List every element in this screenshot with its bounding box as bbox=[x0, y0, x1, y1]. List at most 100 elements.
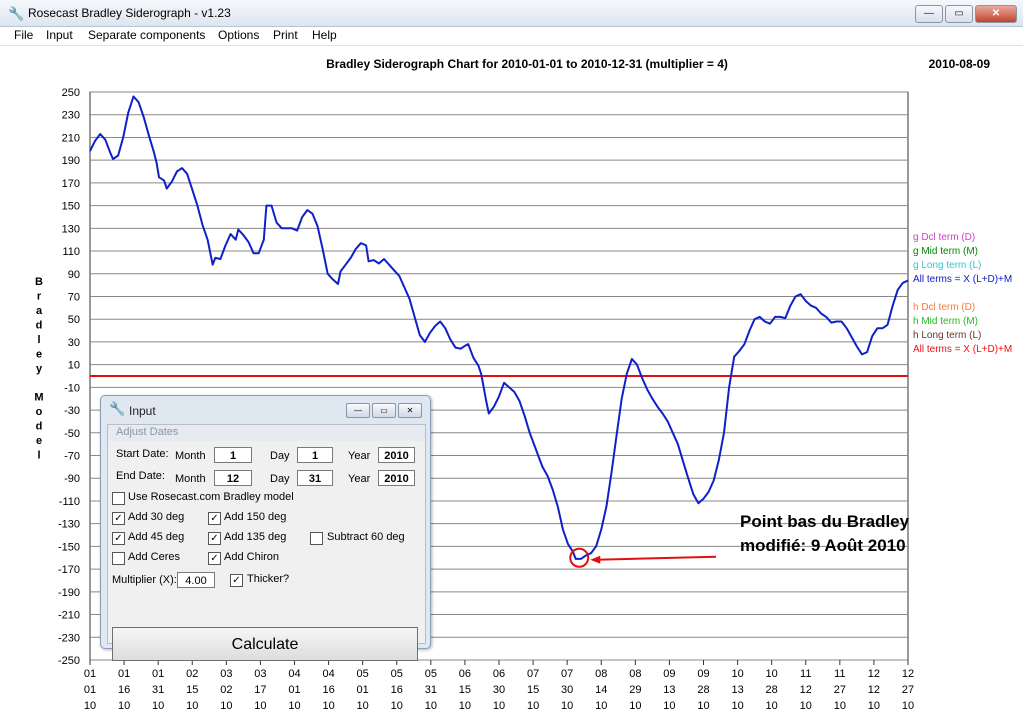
y-tick-label: -90 bbox=[64, 473, 80, 485]
dialog-close-button[interactable]: ✕ bbox=[398, 403, 422, 418]
x-tick-label: 10 bbox=[391, 700, 403, 712]
x-tick-label: 01 bbox=[118, 668, 130, 680]
add-30-checkbox[interactable]: ✓ bbox=[112, 512, 125, 525]
maximize-button[interactable]: ▭ bbox=[945, 5, 973, 23]
menu-input[interactable]: Input bbox=[46, 28, 73, 42]
x-tick-label: 07 bbox=[527, 668, 539, 680]
annotation-line-1: Point bas du Bradley bbox=[740, 512, 910, 531]
x-tick-label: 28 bbox=[766, 684, 778, 696]
y-tick-label: -190 bbox=[58, 587, 80, 599]
x-tick-label: 14 bbox=[595, 684, 607, 696]
y-tick-label: -30 bbox=[64, 405, 80, 417]
end-day-input[interactable]: 31 bbox=[297, 470, 333, 486]
dialog-maximize-button[interactable]: ▭ bbox=[372, 403, 396, 418]
y-axis-label-char: d bbox=[36, 421, 43, 433]
x-tick-label: 10 bbox=[493, 700, 505, 712]
add-45-checkbox[interactable]: ✓ bbox=[112, 532, 125, 545]
thicker-checkbox[interactable]: ✓ bbox=[230, 574, 243, 587]
x-tick-label: 13 bbox=[663, 684, 675, 696]
y-axis-label-char: y bbox=[36, 363, 43, 375]
add-chiron-checkbox[interactable]: ✓ bbox=[208, 552, 221, 565]
start-day-input[interactable]: 1 bbox=[297, 447, 333, 463]
calculate-button[interactable]: Calculate bbox=[112, 627, 418, 661]
legend-entry: All terms = X (L+D)+M bbox=[913, 274, 1013, 285]
menu-options[interactable]: Options bbox=[218, 28, 260, 42]
x-tick-label: 10 bbox=[220, 700, 232, 712]
menu-file[interactable]: File bbox=[14, 28, 34, 42]
input-dialog: 🔧 Input — ▭ ✕ Adjust Dates Start Date: M… bbox=[100, 395, 431, 661]
add-ceres-label: Add Ceres bbox=[128, 551, 180, 563]
x-tick-label: 05 bbox=[425, 668, 437, 680]
x-tick-label: 01 bbox=[84, 684, 96, 696]
start-day-label: Day bbox=[270, 450, 290, 462]
x-tick-label: 30 bbox=[561, 684, 573, 696]
use-rosecast-checkbox[interactable] bbox=[112, 492, 125, 505]
y-tick-label: 210 bbox=[62, 132, 80, 144]
x-tick-label: 06 bbox=[459, 668, 471, 680]
x-tick-label: 01 bbox=[357, 684, 369, 696]
x-tick-label: 11 bbox=[800, 668, 811, 680]
dialog-icon: 🔧 bbox=[109, 401, 126, 416]
x-tick-label: 08 bbox=[595, 668, 607, 680]
add-ceres-checkbox[interactable] bbox=[112, 552, 125, 565]
subtract-60-checkbox[interactable] bbox=[310, 532, 323, 545]
x-tick-label: 13 bbox=[731, 684, 743, 696]
x-tick-label: 31 bbox=[152, 684, 164, 696]
close-button[interactable]: ✕ bbox=[975, 5, 1017, 23]
x-tick-label: 29 bbox=[629, 684, 641, 696]
y-tick-label: 110 bbox=[62, 246, 80, 258]
start-month-input[interactable]: 1 bbox=[214, 447, 252, 463]
x-tick-label: 12 bbox=[868, 668, 880, 680]
x-tick-label: 12 bbox=[902, 668, 914, 680]
multiplier-input[interactable]: 4.00 bbox=[177, 572, 215, 588]
x-tick-label: 10 bbox=[527, 700, 539, 712]
y-tick-label: 190 bbox=[62, 155, 80, 167]
dialog-body: Adjust Dates Start Date: Month 1 Day 1 Y… bbox=[107, 424, 426, 661]
x-tick-label: 02 bbox=[186, 668, 198, 680]
x-tick-label: 10 bbox=[868, 700, 880, 712]
end-day-label: Day bbox=[270, 473, 290, 485]
start-date-label: Start Date: bbox=[116, 448, 169, 460]
end-month-input[interactable]: 12 bbox=[214, 470, 252, 486]
add-chiron-label: Add Chiron bbox=[224, 551, 280, 563]
x-tick-label: 09 bbox=[663, 668, 675, 680]
menu-print[interactable]: Print bbox=[273, 28, 298, 42]
annotation-line-2: modifié: 9 Août 2010 bbox=[740, 536, 906, 555]
y-tick-label: -230 bbox=[58, 632, 80, 644]
x-tick-label: 10 bbox=[800, 700, 812, 712]
x-tick-label: 31 bbox=[425, 684, 437, 696]
x-tick-label: 04 bbox=[322, 668, 334, 680]
section-label: Adjust Dates bbox=[116, 426, 179, 438]
start-month-label: Month bbox=[175, 450, 206, 462]
x-tick-label: 10 bbox=[629, 700, 641, 712]
add-135-checkbox[interactable]: ✓ bbox=[208, 532, 221, 545]
subtract-60-label: Subtract 60 deg bbox=[327, 531, 405, 543]
y-tick-label: -150 bbox=[58, 541, 80, 553]
menu-separate-components[interactable]: Separate components bbox=[88, 28, 206, 42]
x-tick-label: 01 bbox=[152, 668, 164, 680]
legend-entry: h Mid term (M) bbox=[913, 316, 978, 327]
add-150-checkbox[interactable]: ✓ bbox=[208, 512, 221, 525]
x-tick-label: 12 bbox=[800, 684, 812, 696]
legend-entry: h Long term (L) bbox=[913, 330, 982, 341]
x-tick-label: 17 bbox=[254, 684, 266, 696]
x-tick-label: 09 bbox=[697, 668, 709, 680]
x-tick-label: 11 bbox=[834, 668, 845, 680]
y-tick-label: 130 bbox=[62, 223, 80, 235]
start-year-input[interactable]: 2010 bbox=[378, 447, 415, 463]
menu-help[interactable]: Help bbox=[312, 28, 337, 42]
minimize-button[interactable]: — bbox=[915, 5, 943, 23]
legend-entry: g Long term (L) bbox=[913, 260, 982, 271]
y-axis-label-char: B bbox=[35, 276, 43, 288]
add-135-label: Add 135 deg bbox=[224, 531, 287, 543]
x-tick-label: 05 bbox=[357, 668, 369, 680]
dialog-minimize-button[interactable]: — bbox=[346, 403, 370, 418]
start-year-label: Year bbox=[348, 450, 371, 462]
end-year-input[interactable]: 2010 bbox=[378, 470, 415, 486]
y-tick-label: -70 bbox=[64, 451, 80, 463]
legend-entry: g Mid term (M) bbox=[913, 246, 978, 257]
legend-entry: h Dcl term (D) bbox=[913, 302, 976, 313]
x-tick-label: 10 bbox=[152, 700, 164, 712]
x-tick-label: 10 bbox=[731, 668, 743, 680]
y-axis-label-char: l bbox=[37, 450, 40, 462]
